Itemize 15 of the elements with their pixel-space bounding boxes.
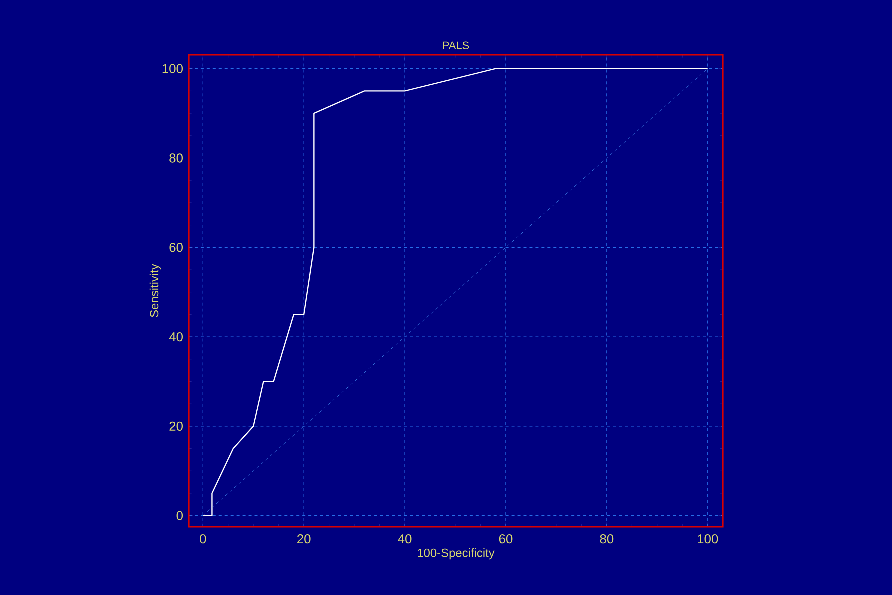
x-tick-label: 80 <box>600 534 614 544</box>
y-tick-label: 80 <box>170 154 183 163</box>
y-tick-label: 40 <box>169 332 183 342</box>
x-tick-label: 60 <box>499 534 513 544</box>
y-axis-title: Sensitivity <box>150 264 162 318</box>
x-tick-label: 20 <box>298 534 311 544</box>
y-tick-label: 0 <box>176 511 183 520</box>
x-axis-title: 100-Specificity <box>418 548 495 560</box>
y-tick-label: 100 <box>162 64 183 74</box>
x-tick-label: 40 <box>398 534 412 544</box>
chart-title: PALS <box>443 42 470 50</box>
y-tick-label: 60 <box>170 243 183 252</box>
x-tick-label: 100 <box>698 534 718 544</box>
y-tick-label: 20 <box>170 422 183 432</box>
x-tick-label: 0 <box>200 534 206 544</box>
